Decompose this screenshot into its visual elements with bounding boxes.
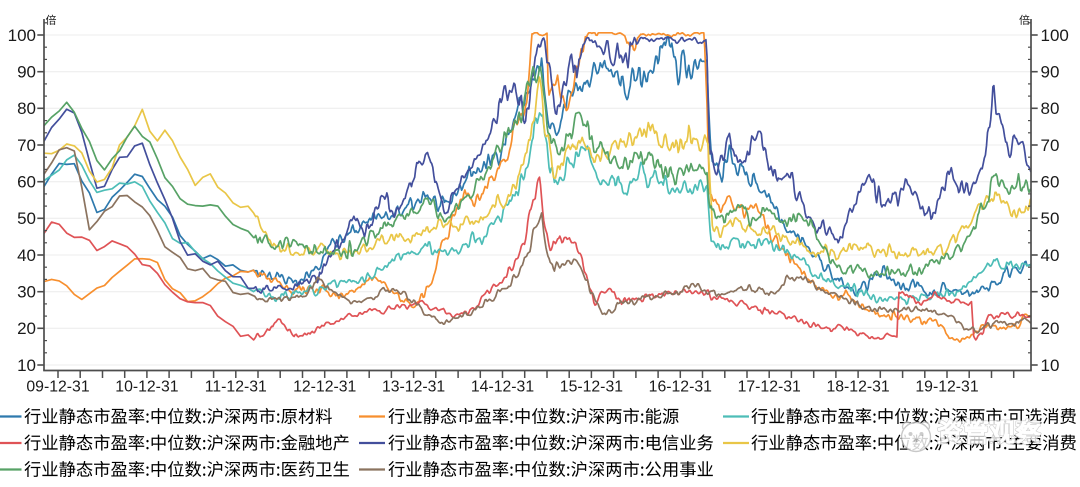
svg-text:12-12-31: 12-12-31 [293,379,356,396]
svg-text:100: 100 [1041,26,1069,45]
svg-text:13-12-31: 13-12-31 [382,379,445,396]
svg-text:09-12-31: 09-12-31 [26,379,89,396]
svg-text:80: 80 [17,99,36,118]
svg-text:10: 10 [17,356,36,375]
svg-text:16-12-31: 16-12-31 [649,379,712,396]
svg-text:30: 30 [1041,283,1060,302]
svg-text:19-12-31: 19-12-31 [915,379,978,396]
svg-text:20: 20 [1041,319,1060,338]
svg-text:40: 40 [1041,246,1060,265]
svg-text:60: 60 [1041,173,1060,192]
svg-text:50: 50 [17,209,36,228]
svg-text:20: 20 [17,319,36,338]
svg-text:50: 50 [1041,209,1060,228]
svg-text:40: 40 [17,246,36,265]
svg-text:90: 90 [17,63,36,82]
svg-text:60: 60 [17,173,36,192]
svg-text:70: 70 [17,136,36,155]
svg-text:80: 80 [1041,99,1060,118]
svg-text:18-12-31: 18-12-31 [826,379,889,396]
svg-text:100: 100 [8,26,36,45]
svg-text:90: 90 [1041,63,1060,82]
svg-text:10: 10 [1041,356,1060,375]
svg-text:70: 70 [1041,136,1060,155]
svg-text:15-12-31: 15-12-31 [560,379,623,396]
svg-text:11-12-31: 11-12-31 [205,379,267,396]
svg-text:17-12-31: 17-12-31 [738,379,801,396]
svg-text:10-12-31: 10-12-31 [115,379,178,396]
svg-text:30: 30 [17,283,36,302]
svg-text:14-12-31: 14-12-31 [471,379,534,396]
